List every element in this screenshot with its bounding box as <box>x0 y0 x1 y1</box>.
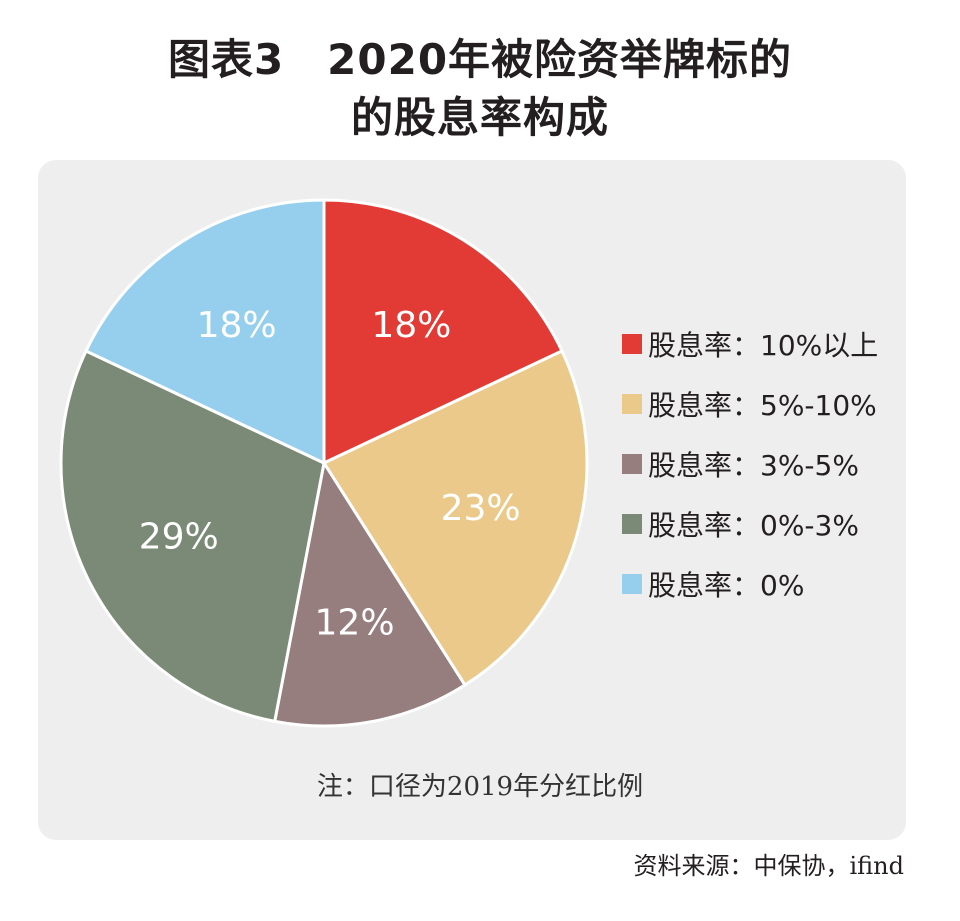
legend-swatch-2 <box>622 454 642 474</box>
slice-value-label-3: 29% <box>139 517 219 558</box>
chart-legend: 股息率：10%以上 股息率：5%-10% 股息率：3%-5% 股息率：0%-3% 股息率… <box>622 326 878 626</box>
legend-swatch-4 <box>622 574 642 594</box>
legend-label-0: 股息率：10%以上 <box>648 329 879 362</box>
source-credit: 资料来源：中保协，ifind <box>633 852 904 880</box>
legend-swatch-3 <box>622 514 642 534</box>
legend-item-1: 股息率：5%-10% <box>622 386 878 422</box>
legend-item-0: 股息率：10%以上 <box>622 326 878 362</box>
chart-title-line2: 的股息率构成 <box>350 93 609 142</box>
legend-label-2: 股息率：3%-5% <box>648 449 859 482</box>
pie-slice-4 <box>84 198 326 465</box>
slice-value-label-4: 18% <box>197 305 277 346</box>
chart-note: 注：口径为2019年分红比例 <box>316 772 644 802</box>
legend-item-3: 股息率：0%-3% <box>622 506 878 542</box>
legend-swatch-1 <box>622 394 642 414</box>
pie-slice-1 <box>322 349 589 687</box>
slice-value-label-1: 23% <box>441 488 521 529</box>
slice-value-label-0: 18% <box>371 305 451 346</box>
chart-title-line1: 图表3 2020年被险资举牌标的 <box>167 35 793 84</box>
legend-label-4: 股息率：0% <box>648 569 805 602</box>
pie-slice-2 <box>273 461 467 728</box>
slice-value-label-2: 12% <box>315 603 395 644</box>
legend-item-2: 股息率：3%-5% <box>622 446 878 482</box>
pie-slice-3 <box>59 349 326 723</box>
legend-item-4: 股息率：0% <box>622 566 878 602</box>
legend-label-1: 股息率：5%-10% <box>648 389 877 422</box>
legend-label-3: 股息率：0%-3% <box>648 509 859 542</box>
pie-slice-0 <box>322 198 564 465</box>
legend-swatch-0 <box>622 334 642 354</box>
